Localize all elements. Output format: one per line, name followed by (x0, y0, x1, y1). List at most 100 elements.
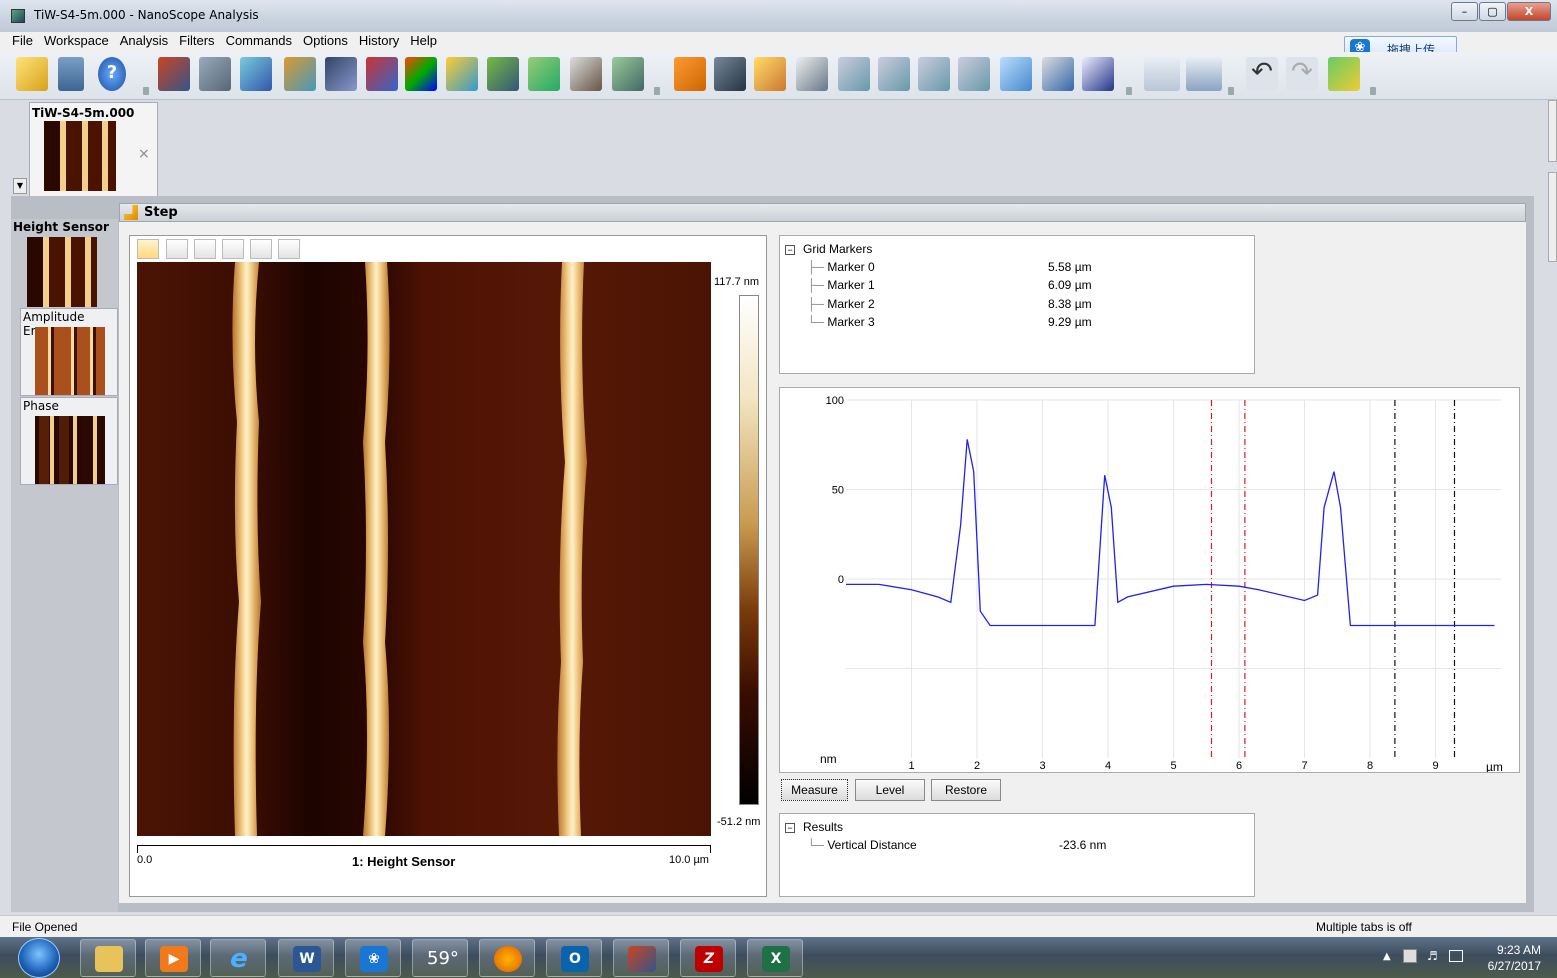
side-tab-bottom[interactable] (1548, 172, 1557, 262)
grid-markers-node[interactable]: − Grid Markers (785, 242, 872, 256)
taskbar-outlook[interactable]: O (546, 939, 602, 977)
view-3d-icon[interactable] (278, 239, 300, 259)
menu-file[interactable]: File (12, 33, 33, 48)
fft-icon[interactable] (1082, 57, 1114, 91)
start-button[interactable] (18, 938, 60, 978)
spectrum-icon[interactable] (366, 57, 398, 91)
plane-fit-icon[interactable] (796, 57, 828, 91)
main-toolbar: ? ↶ ↷ (0, 52, 1557, 100)
word-icon: W (293, 946, 321, 972)
taskbar-word[interactable]: W (278, 939, 334, 977)
color-icon[interactable] (405, 57, 437, 91)
marker-row[interactable]: ├─ Marker 2 (807, 297, 875, 311)
compare-icon[interactable] (1144, 57, 1180, 91)
highpass-filter-icon[interactable] (918, 57, 950, 91)
undo-icon[interactable]: ↶ (1246, 57, 1278, 91)
roughness-icon[interactable] (325, 57, 357, 91)
measure-tool-icon[interactable] (137, 239, 159, 259)
taskbar-nanoscope[interactable] (613, 939, 669, 977)
marker-row[interactable]: ├─ Marker 0 (807, 260, 875, 274)
taskbar-media[interactable]: ▶ (145, 939, 201, 977)
clock[interactable]: 9:23 AM 6/27/2017 (1488, 942, 1541, 974)
crop-icon[interactable] (714, 57, 746, 91)
toolbar-overflow-icon-5[interactable] (1370, 87, 1376, 95)
collapse-icon[interactable]: ▼ (13, 178, 27, 194)
lowpass-filter-icon[interactable] (838, 57, 870, 91)
ruler-icon[interactable] (570, 57, 602, 91)
restore-button[interactable]: Restore (931, 779, 1001, 801)
collapse-node-icon[interactable]: − (785, 823, 795, 833)
rotate-icon[interactable] (1042, 57, 1074, 91)
zoom-icon[interactable] (194, 239, 216, 259)
run-icon[interactable] (1328, 57, 1360, 91)
save-icon[interactable] (58, 57, 84, 91)
taskbar-weather[interactable]: 59° (412, 939, 468, 977)
tray-expand-icon[interactable]: ▲ (1383, 951, 1391, 962)
level-button[interactable]: Level (855, 779, 925, 801)
help-icon[interactable]: ? (98, 57, 126, 91)
taskbar-explorer[interactable] (80, 939, 136, 977)
taskbar-baidu[interactable]: ❀ (345, 939, 401, 977)
marker-row[interactable]: ├─ Marker 1 (807, 278, 875, 292)
marker-row[interactable]: └─ Marker 3 (807, 315, 875, 329)
pan-tool-icon[interactable] (166, 239, 188, 259)
taskbar-ie[interactable]: e (210, 939, 266, 977)
folder-icon (95, 946, 123, 972)
open-file-icon[interactable] (16, 57, 48, 91)
network-icon[interactable] (1449, 950, 1463, 962)
convolve-icon[interactable] (1000, 57, 1032, 91)
bearing-icon[interactable] (446, 57, 478, 91)
volume-icon[interactable]: ♬ (1427, 949, 1438, 963)
flatten-icon[interactable] (674, 57, 706, 91)
chart-grid (846, 399, 1501, 758)
taskbar-firefox[interactable] (479, 939, 535, 977)
redo-icon[interactable]: ↷ (1286, 57, 1318, 91)
channel-phase[interactable]: Phase (20, 397, 118, 485)
results-node[interactable]: − Results (785, 820, 843, 834)
taskbar-filezilla[interactable]: Z (680, 939, 736, 977)
taskbar-excel[interactable]: X (747, 939, 803, 977)
measure-button[interactable]: Measure (781, 779, 848, 801)
menu-history[interactable]: History (358, 33, 400, 48)
surface-icon[interactable] (240, 57, 272, 91)
zoom-in-icon[interactable] (222, 239, 244, 259)
excel-icon: X (762, 946, 790, 972)
title-bar: TiW-S4-5m.000 - NanoScope Analysis – ▢ X (0, 0, 1557, 32)
view-image-icon[interactable] (158, 57, 190, 91)
channel-label: Height Sensor (13, 220, 109, 234)
menu-help[interactable]: Help (410, 33, 438, 48)
channel-amplitude-error[interactable]: Amplitude Error (20, 308, 118, 396)
side-tab-top[interactable] (1548, 100, 1557, 162)
close-tab-icon[interactable]: × (138, 146, 150, 162)
toolbar-overflow-icon-2[interactable] (654, 87, 660, 95)
action-center-icon[interactable] (1403, 949, 1417, 963)
file-tab[interactable]: TiW-S4-5m.000 × (29, 102, 158, 196)
menu-filters[interactable]: Filters (179, 33, 215, 48)
volume-icon[interactable] (612, 57, 644, 91)
menu-options[interactable]: Options (303, 33, 348, 48)
erase-icon[interactable] (754, 57, 786, 91)
x-tick-label: 1 (908, 760, 914, 772)
maximize-button[interactable]: ▢ (1479, 2, 1506, 21)
minimize-button[interactable]: – (1451, 2, 1478, 21)
toolbar-overflow-icon[interactable] (143, 87, 149, 95)
section-profile-plot[interactable]: 100 50 0 1 2 3 4 5 6 7 8 9 nm µm (779, 387, 1520, 774)
channel-height-sensor[interactable]: Height Sensor (11, 219, 117, 308)
menu-commands[interactable]: Commands (225, 33, 293, 48)
result-row[interactable]: └─ Vertical Distance (807, 838, 917, 852)
toolbar-overflow-icon-3[interactable] (1126, 87, 1132, 95)
menu-analysis[interactable]: Analysis (119, 33, 169, 48)
zoom-out-icon[interactable] (250, 239, 272, 259)
step-icon[interactable] (528, 57, 560, 91)
matrix-filter-icon[interactable] (958, 57, 990, 91)
depth-icon[interactable] (487, 57, 519, 91)
section-icon[interactable] (284, 57, 316, 91)
book-icon[interactable] (1186, 57, 1222, 91)
collapse-node-icon[interactable]: − (785, 245, 795, 255)
3d-view-icon[interactable] (199, 57, 231, 91)
menu-workspace[interactable]: Workspace (43, 33, 109, 48)
close-button[interactable]: X (1507, 2, 1551, 21)
toolbar-overflow-icon-4[interactable] (1228, 87, 1234, 95)
median-filter-icon[interactable] (878, 57, 910, 91)
afm-height-image[interactable] (137, 262, 711, 836)
